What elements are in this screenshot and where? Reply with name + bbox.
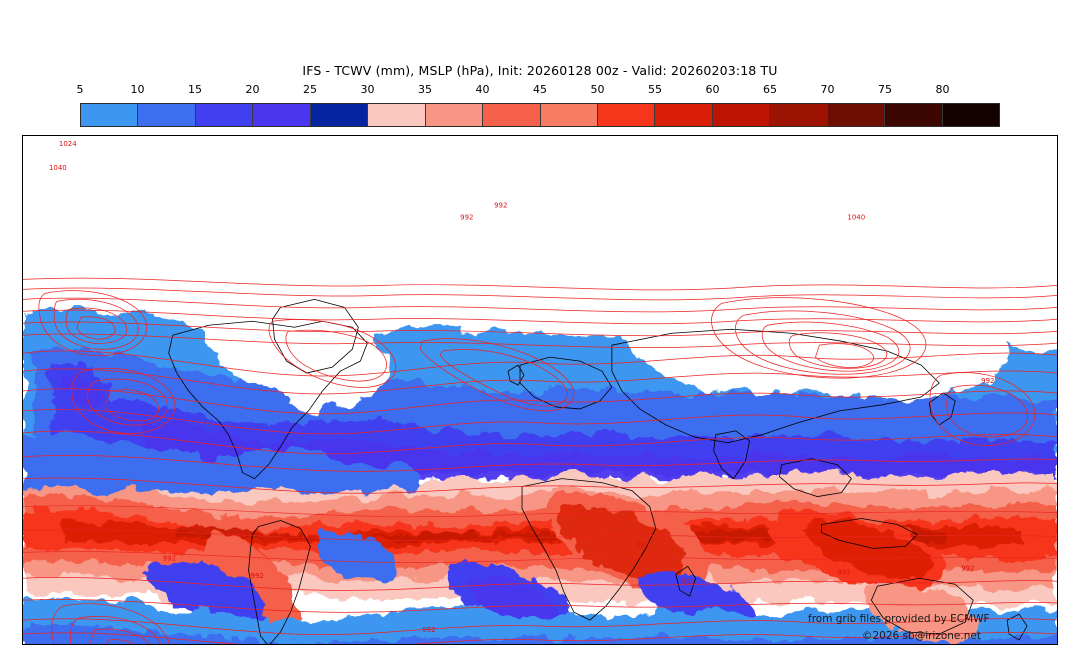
colorbar-tick-5: 5: [76, 83, 84, 96]
colorbar-swatch-35-40: [425, 104, 484, 126]
svg-text:1040: 1040: [847, 214, 865, 222]
colorbar-swatch-70-75: [827, 104, 886, 126]
colorbar-tick-15: 15: [188, 83, 202, 96]
colorbar-tick-75: 75: [878, 83, 892, 96]
svg-text:1040: 1040: [49, 164, 67, 172]
colorbar-tick-80: 80: [935, 83, 950, 96]
svg-text:992: 992: [682, 578, 695, 586]
page-title: IFS - TCWV (mm), MSLP (hPa), Init: 20260…: [302, 63, 778, 78]
map-canvas[interactable]: 1024 1040 992 1040 992 992 992 992 992 9…: [22, 135, 1058, 645]
svg-text:992: 992: [961, 564, 974, 572]
colorbar-tick-10: 10: [130, 83, 145, 96]
colorbar-swatch-30-35: [368, 104, 426, 126]
colorbar-swatch-65-70: [770, 104, 828, 126]
colorbar-tick-60: 60: [705, 83, 720, 96]
colorbar-swatch-10-15: [138, 104, 196, 126]
colorbar-swatch-15-20: [195, 104, 254, 126]
colorbar-tick-50: 50: [590, 83, 605, 96]
svg-text:992: 992: [981, 377, 994, 385]
svg-text:992: 992: [837, 568, 850, 576]
colorbar-tick-65: 65: [763, 83, 777, 96]
svg-text:992: 992: [251, 572, 264, 580]
svg-text:992: 992: [636, 540, 649, 548]
svg-text:992: 992: [494, 202, 507, 210]
colorbar-tick-70: 70: [820, 83, 835, 96]
tcwv-fill-layer: [23, 271, 1057, 644]
colorbar-swatch-40-45: [483, 104, 541, 126]
colorbar-tick-40: 40: [475, 83, 490, 96]
copyright-credit: ©2026 sb@irizone.net: [862, 630, 981, 642]
svg-text:992: 992: [422, 626, 435, 634]
isobar-labels: 1024 1040 992 1040 992 992 992 992 992 9…: [49, 140, 995, 634]
colorbar-swatch-50-55: [597, 104, 656, 126]
mslp-isobars: [23, 277, 1057, 644]
colorbar-swatch-55-60: [655, 104, 713, 126]
data-source-credit: from grib files provided by ECMWF: [808, 613, 990, 625]
colorbar-tick-45: 45: [533, 83, 547, 96]
colorbar-swatch-45-50: [540, 104, 598, 126]
svg-text:992: 992: [163, 554, 176, 562]
colorbar-tick-labels: 5 10 15 20 25 30 35 40 45 50 55 60 65 70 75 80: [76, 83, 1000, 99]
map-svg: 1024 1040 992 1040 992 992 992 992 992 9…: [23, 136, 1057, 644]
colorbar-swatches: [80, 103, 1000, 127]
colorbar-swatch-25-30: [310, 104, 369, 126]
svg-text:1024: 1024: [59, 140, 77, 148]
colorbar-swatch-60-65: [712, 104, 771, 126]
colorbar-swatch-20-25: [253, 104, 311, 126]
colorbar-swatch-5-10: [81, 104, 139, 126]
colorbar-tick-25: 25: [303, 83, 317, 96]
colorbar-tick-30: 30: [360, 83, 375, 96]
colorbar-swatch-gt80: [942, 104, 999, 126]
colorbar-swatch-75-80: [885, 104, 943, 126]
colorbar-tick-55: 55: [648, 83, 662, 96]
colorbar-tick-20: 20: [245, 83, 260, 96]
svg-text:992: 992: [460, 214, 473, 222]
colorbar-tick-35: 35: [418, 83, 432, 96]
colorbar: [80, 103, 1000, 127]
